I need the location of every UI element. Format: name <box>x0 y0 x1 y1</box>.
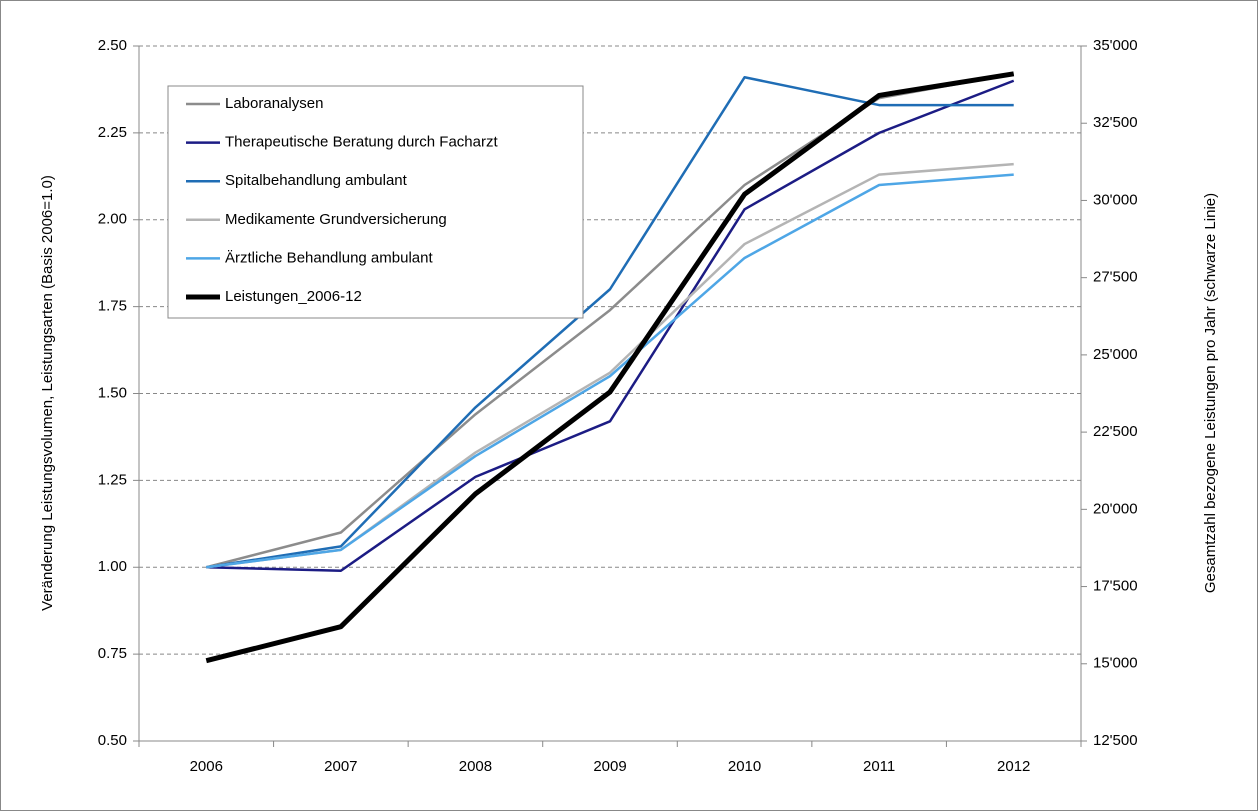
y-tick-label: 1.25 <box>98 471 127 488</box>
x-tick-label: 2007 <box>324 758 357 775</box>
legend-label: Spitalbehandlung ambulant <box>225 172 408 189</box>
y-tick-label: 1.75 <box>98 298 127 315</box>
y2-tick-label: 22'500 <box>1093 423 1138 440</box>
x-tick-label: 2011 <box>863 758 895 775</box>
x-tick-label: 2010 <box>728 758 761 775</box>
x-tick-label: 2006 <box>190 758 223 775</box>
y2-tick-label: 12'500 <box>1093 732 1138 749</box>
y2-tick-label: 17'500 <box>1093 578 1138 595</box>
series-line <box>206 79 1015 572</box>
y-tick-label: 1.00 <box>98 558 127 575</box>
legend-label: Laboranalysen <box>225 95 323 112</box>
series-line <box>206 173 1014 569</box>
y2-tick-label: 30'000 <box>1093 191 1138 208</box>
y2-tick-label: 35'000 <box>1093 37 1138 54</box>
legend-label: Therapeutische Beratung durch Facharzt <box>225 134 498 151</box>
y-tick-label: 0.50 <box>98 732 127 749</box>
y-axis-title: Veränderung Leistungsvolumen, Leistungsa… <box>39 175 56 611</box>
y-tick-label: 1.50 <box>98 384 127 401</box>
legend-label: Medikamente Grundversicherung <box>225 211 447 228</box>
y-tick-label: 2.50 <box>98 37 127 54</box>
y2-tick-label: 20'000 <box>1093 500 1138 517</box>
y2-tick-label: 25'000 <box>1093 346 1138 363</box>
series-line <box>205 71 1015 664</box>
x-tick-label: 2009 <box>593 758 626 775</box>
x-tick-label: 2012 <box>997 758 1030 775</box>
legend-label: Ärztliche Behandlung ambulant <box>225 249 433 266</box>
y-tick-label: 2.25 <box>98 124 127 141</box>
legend-box <box>167 85 584 319</box>
y2-axis-title: Gesamtzahl bezogene Leistungen pro Jahr … <box>1202 193 1219 593</box>
y2-tick-label: 32'500 <box>1093 114 1138 131</box>
x-tick-label: 2008 <box>459 758 492 775</box>
y2-tick-label: 15'000 <box>1093 655 1138 672</box>
y-tick-label: 0.75 <box>98 645 127 662</box>
legend-label: Leistungen_2006-12 <box>225 288 362 305</box>
series-line <box>206 76 1014 569</box>
y-tick-label: 2.00 <box>98 211 127 228</box>
y2-tick-label: 27'500 <box>1093 269 1138 286</box>
